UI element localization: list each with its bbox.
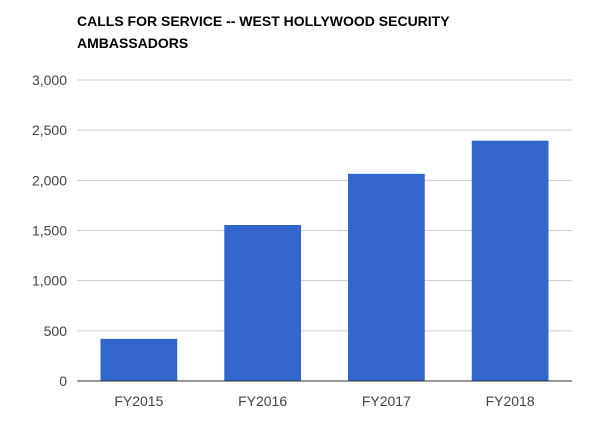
chart-title: CALLS FOR SERVICE -- WEST HOLLYWOOD SECU… bbox=[77, 13, 450, 51]
y-tick-label: 1,000 bbox=[32, 273, 67, 289]
y-tick-label: 1,500 bbox=[32, 223, 67, 239]
y-tick-label: 3,000 bbox=[32, 72, 67, 88]
bar bbox=[471, 140, 549, 381]
y-tick-label: 2,500 bbox=[32, 122, 67, 138]
y-tick-label: 0 bbox=[59, 373, 67, 389]
y-tick-label: 500 bbox=[44, 323, 68, 339]
x-tick-label: FY2018 bbox=[486, 393, 535, 409]
bar bbox=[224, 224, 301, 381]
x-tick-label: FY2016 bbox=[238, 393, 287, 409]
y-tick-label: 2,000 bbox=[32, 172, 67, 188]
x-tick-label: FY2015 bbox=[114, 393, 163, 409]
x-tick-label: FY2017 bbox=[362, 393, 411, 409]
bar bbox=[348, 173, 425, 381]
bar bbox=[100, 338, 178, 381]
